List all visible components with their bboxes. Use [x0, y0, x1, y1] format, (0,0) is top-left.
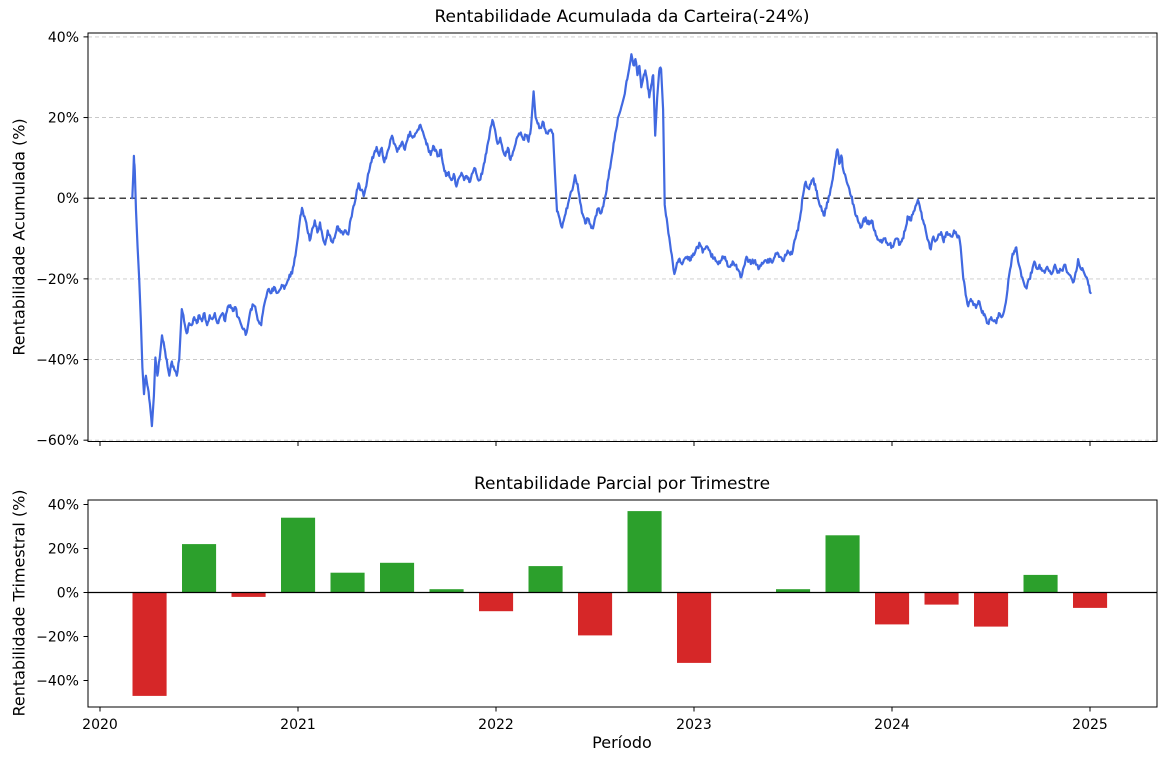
quarter-bar-2024-T1 — [924, 592, 959, 605]
quarter-bar-2021-T1 — [330, 572, 365, 593]
top-y-tick-label: 0% — [57, 191, 79, 207]
quarter-bar-2022-T3 — [627, 511, 662, 593]
bottom-x-tick-label: 2022 — [478, 717, 514, 733]
bottom-y-tick-label: 0% — [57, 586, 79, 602]
quarter-bar-2020-T4 — [281, 517, 316, 593]
bottom-axes-box — [87, 499, 1158, 708]
bottom-x-tick-label: 2023 — [676, 717, 712, 733]
bottom-y-tick-label: −40% — [36, 674, 79, 690]
bottom-x-tick-label: 2025 — [1072, 717, 1108, 733]
quarter-bar-2023-T2 — [776, 589, 811, 593]
quarter-bar-2020-T3 — [231, 592, 266, 597]
bottom-x-tick-label: 2024 — [874, 717, 910, 733]
quarter-bar-2023-T3 — [825, 535, 860, 593]
quarter-bar-2024-T2 — [974, 592, 1009, 627]
quarter-bar-2022-T4 — [677, 592, 712, 663]
top-y-tick-label: 20% — [48, 111, 79, 127]
quarter-bar-2022-T1 — [528, 566, 563, 593]
quarter-bar-2023-T4 — [875, 592, 910, 625]
bottom-y-tick-label: 40% — [48, 498, 79, 514]
top-y-tick-label: −60% — [36, 433, 79, 449]
bottom-y-tick-label: 20% — [48, 542, 79, 558]
bottom-chart-title: Rentabilidade Parcial por Trimestre — [473, 474, 771, 494]
bottom-x-tick-label: 2020 — [82, 717, 118, 733]
top-y-tick-label: 40% — [48, 30, 79, 46]
top-chart-y-axis-label: Rentabilidade Acumulada (%) — [9, 118, 29, 356]
top-axes-box — [87, 32, 1158, 442]
top-chart-title: Rentabilidade Acumulada da Carteira(-24%… — [434, 7, 810, 27]
top-y-tick-label: −40% — [36, 353, 79, 369]
quarter-bar-2020-T1 — [132, 592, 167, 696]
cumulative-return-line — [131, 53, 1092, 428]
quarter-bar-2024-T4 — [1073, 592, 1108, 608]
bottom-chart-y-axis-label: Rentabilidade Trimestral (%) — [9, 489, 29, 717]
quarter-bar-2021-T3 — [429, 589, 464, 593]
quarter-bar-2020-T2 — [182, 544, 217, 593]
quarter-bar-2021-T4 — [479, 592, 514, 612]
bottom-x-tick-label: 2021 — [280, 717, 316, 733]
quarter-bar-2021-T2 — [380, 562, 415, 593]
x-axis-label: Período — [592, 733, 652, 752]
quarter-bar-2022-T2 — [578, 592, 613, 636]
quarter-bar-2024-T3 — [1023, 574, 1058, 593]
top-y-tick-label: −20% — [36, 272, 79, 288]
bottom-y-tick-label: −20% — [36, 630, 79, 646]
